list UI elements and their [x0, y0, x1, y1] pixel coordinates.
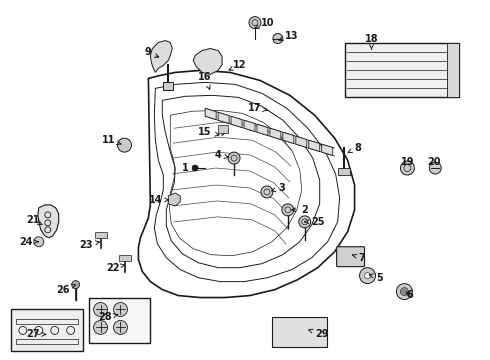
- Circle shape: [429, 162, 441, 174]
- Circle shape: [118, 138, 131, 152]
- FancyBboxPatch shape: [338, 168, 349, 175]
- FancyBboxPatch shape: [95, 232, 106, 238]
- FancyBboxPatch shape: [11, 310, 83, 351]
- Circle shape: [282, 204, 294, 216]
- Circle shape: [94, 320, 107, 334]
- FancyBboxPatch shape: [120, 255, 131, 261]
- Polygon shape: [205, 108, 216, 120]
- Text: 22: 22: [106, 263, 125, 273]
- Circle shape: [72, 280, 80, 289]
- Polygon shape: [38, 205, 59, 238]
- Text: 19: 19: [401, 157, 414, 167]
- Polygon shape: [168, 193, 180, 206]
- Circle shape: [365, 273, 370, 279]
- Polygon shape: [193, 49, 222, 75]
- Polygon shape: [283, 132, 294, 144]
- Circle shape: [34, 237, 44, 247]
- Text: 11: 11: [102, 135, 121, 145]
- Circle shape: [94, 302, 107, 316]
- Text: 3: 3: [271, 183, 285, 193]
- FancyBboxPatch shape: [218, 125, 228, 133]
- Text: 29: 29: [309, 329, 328, 339]
- Text: 1: 1: [182, 163, 196, 173]
- Text: 12: 12: [229, 60, 247, 71]
- Text: 21: 21: [26, 215, 43, 225]
- FancyBboxPatch shape: [272, 318, 327, 347]
- Polygon shape: [231, 116, 242, 127]
- Polygon shape: [322, 144, 333, 156]
- Circle shape: [228, 152, 240, 164]
- Text: 16: 16: [198, 72, 212, 89]
- Circle shape: [400, 161, 415, 175]
- Text: 17: 17: [248, 103, 268, 113]
- Text: 9: 9: [144, 48, 159, 58]
- Text: 23: 23: [79, 240, 99, 250]
- Text: 5: 5: [369, 273, 383, 283]
- FancyBboxPatch shape: [337, 247, 365, 267]
- Polygon shape: [309, 140, 320, 152]
- Text: 14: 14: [148, 195, 169, 205]
- Text: 6: 6: [406, 289, 413, 300]
- Circle shape: [249, 17, 261, 28]
- Text: 27: 27: [26, 329, 46, 339]
- Circle shape: [192, 165, 198, 171]
- Text: 2: 2: [292, 205, 308, 215]
- Circle shape: [400, 288, 408, 296]
- Polygon shape: [150, 41, 172, 72]
- Text: 13: 13: [279, 31, 298, 41]
- FancyBboxPatch shape: [344, 42, 459, 97]
- Text: 8: 8: [348, 143, 361, 153]
- FancyBboxPatch shape: [447, 42, 459, 97]
- Text: 28: 28: [98, 312, 118, 323]
- Text: 26: 26: [56, 284, 75, 294]
- Circle shape: [273, 33, 283, 44]
- FancyBboxPatch shape: [89, 298, 150, 343]
- FancyBboxPatch shape: [163, 82, 173, 90]
- Text: 4: 4: [215, 150, 228, 160]
- Text: 7: 7: [352, 253, 365, 263]
- Circle shape: [360, 268, 375, 284]
- Polygon shape: [296, 136, 307, 148]
- Text: 15: 15: [198, 127, 219, 137]
- Circle shape: [299, 216, 311, 228]
- Polygon shape: [270, 128, 281, 140]
- Circle shape: [396, 284, 413, 300]
- Polygon shape: [244, 120, 255, 132]
- Circle shape: [114, 320, 127, 334]
- Text: 18: 18: [365, 33, 378, 49]
- Text: 24: 24: [19, 237, 38, 247]
- Polygon shape: [257, 124, 268, 136]
- Text: 20: 20: [427, 157, 441, 167]
- Polygon shape: [218, 112, 229, 123]
- Text: 10: 10: [255, 18, 275, 28]
- Circle shape: [261, 186, 273, 198]
- Circle shape: [114, 302, 127, 316]
- Text: 25: 25: [305, 217, 324, 227]
